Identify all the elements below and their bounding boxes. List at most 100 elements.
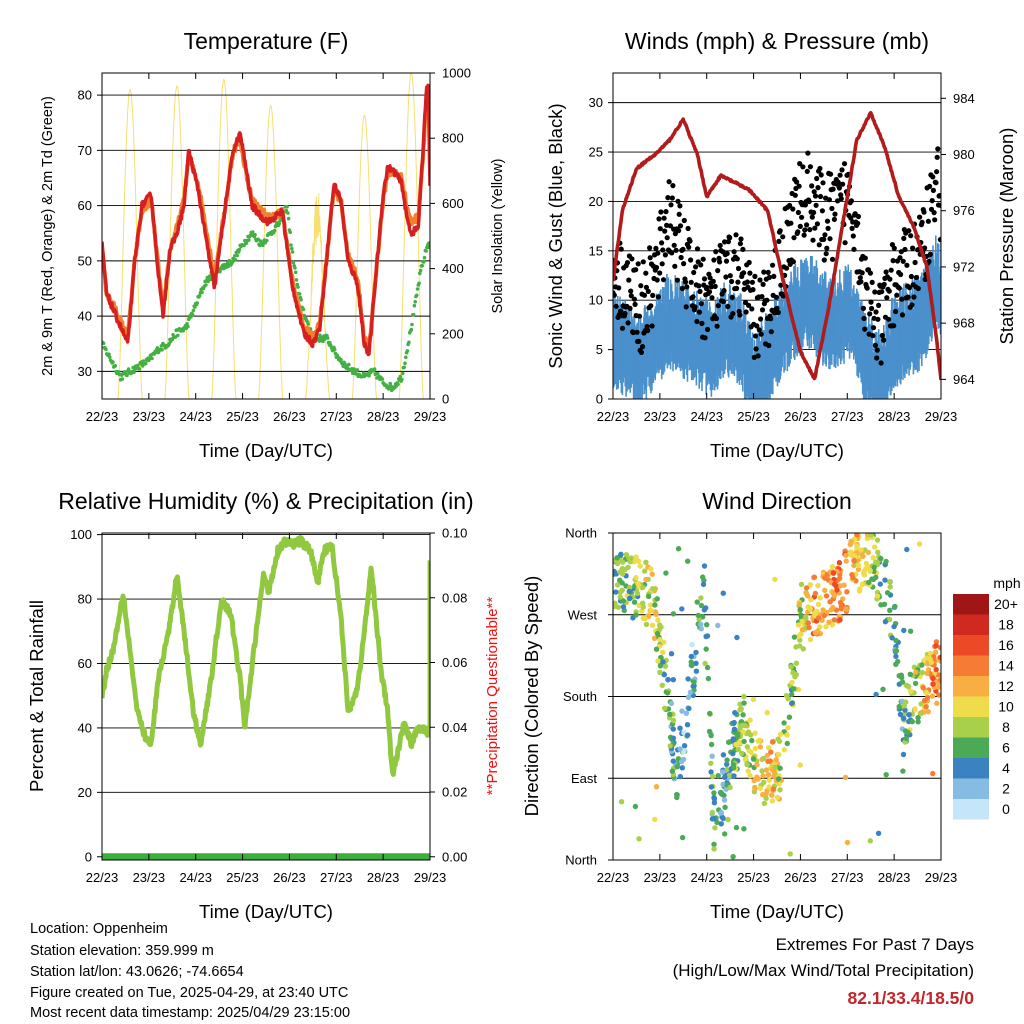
dewpoint-point (137, 367, 142, 371)
wind-direction-point (750, 756, 757, 762)
wind-gust-point (824, 218, 831, 224)
wind-direction-point (793, 644, 799, 650)
wind-direction-point (854, 533, 860, 538)
wind-gust-point (681, 217, 687, 224)
solar-insolation-line (351, 114, 378, 399)
wind-direction-point (776, 751, 782, 758)
wind-gust-point (927, 251, 933, 257)
plot-frame-0 (101, 72, 431, 400)
wind-direction-point (752, 785, 758, 792)
wind-direction-point (817, 624, 823, 630)
dewpoint-point (197, 293, 202, 298)
wind-gust-point (717, 242, 723, 249)
y-tick-label: North (565, 526, 597, 541)
wind-direction-point (693, 649, 699, 656)
wind-gust-point (872, 289, 878, 295)
wind-direction-point (901, 627, 907, 634)
y2-tick-label: 200 (442, 326, 464, 341)
x-tick-label: 27/23 (831, 409, 864, 424)
wind-gust-point (676, 228, 682, 234)
legend-swatch (953, 778, 989, 799)
wind-direction-point (857, 586, 863, 592)
wind-direction-point (677, 746, 683, 752)
wind-direction-point (823, 593, 830, 599)
wind-gust-point (655, 250, 661, 256)
wind-direction-point (874, 537, 881, 543)
wind-direction-point (702, 660, 708, 667)
wind-direction-point (859, 581, 866, 587)
y-tick-label: South (563, 689, 597, 704)
wind-direction-point (704, 664, 711, 671)
wind-direction-point (674, 794, 680, 801)
wind-direction-point (815, 582, 821, 589)
wind-direction-point (781, 747, 787, 753)
wind-direction-point (900, 768, 906, 774)
dewpoint-point (343, 362, 347, 366)
wind-gust-point (678, 254, 684, 261)
wind-gust-point (711, 257, 717, 263)
wind-gust-point (663, 209, 669, 215)
dewpoint-point (339, 358, 343, 362)
dewpoint-point (285, 204, 289, 209)
wind-direction-point (657, 622, 663, 628)
wind-gust-point (820, 180, 826, 186)
legend-swatch (953, 635, 989, 656)
wind-gust-point (919, 219, 925, 225)
wind-direction-point (619, 566, 625, 572)
x-tick-label: 26/23 (273, 409, 306, 424)
wind-gust-point (713, 249, 719, 255)
x-axis-label: Time (Day/UTC) (710, 440, 844, 461)
dewpoint-point (150, 356, 154, 361)
wind-direction-point (919, 669, 926, 676)
wind-direction-point (937, 654, 941, 661)
legend-label: 16 (998, 637, 1014, 653)
wind-direction-point (749, 737, 755, 744)
wind-gust-point (733, 232, 739, 238)
wind-gust-point (650, 292, 656, 298)
dewpoint-point (405, 349, 410, 353)
wind-direction-point (805, 620, 811, 626)
wind-direction-point (711, 846, 717, 852)
wind-gust-point (859, 270, 865, 276)
x-axis-label: Time (Day/UTC) (710, 901, 844, 922)
wind-direction-point (851, 557, 857, 564)
wind-gust-point (898, 271, 904, 278)
wind-direction-point (873, 691, 879, 698)
wind-direction-point (783, 692, 790, 699)
dewpoint-point (272, 228, 277, 233)
wind-gust-point (930, 187, 937, 193)
wind-direction-point (805, 593, 811, 599)
extremes-values: 82.1/33.4/18.5/0 (847, 988, 975, 1008)
wind-direction-point (795, 633, 802, 639)
wind-direction-point (826, 619, 832, 625)
y2-tick-label: 0.02 (442, 785, 467, 800)
dewpoint-point (191, 308, 196, 313)
wind-direction-point (653, 784, 660, 790)
wind-direction-point (642, 568, 648, 574)
wind-direction-point (651, 635, 658, 641)
wind-direction-point (643, 576, 649, 583)
dewpoint-point (261, 243, 265, 247)
wind-gust-point (869, 305, 875, 312)
wind-gust-point (761, 269, 767, 275)
wind-direction-point (807, 606, 813, 612)
wind-direction-point (757, 785, 763, 792)
wind-gust-point (896, 285, 903, 291)
wind-gust-point (797, 161, 803, 167)
wind-direction-point (730, 854, 736, 860)
wind-gust-point (768, 316, 774, 322)
wind-direction-point (799, 627, 806, 633)
wind-direction-point (731, 726, 738, 732)
wind-direction-point (707, 710, 713, 717)
wind-gust-point (811, 189, 817, 195)
legend-swatch (953, 799, 989, 820)
wind-direction-point (677, 773, 683, 780)
wind-direction-point (842, 774, 849, 781)
wind-gust-point (797, 223, 803, 229)
wind-direction-point (712, 825, 718, 831)
wind-gust-point (771, 273, 777, 279)
wind-gust-point (878, 360, 884, 366)
wind-gust-point (823, 251, 829, 257)
wind-direction-point (627, 595, 633, 601)
dewpoint-point (417, 281, 421, 286)
